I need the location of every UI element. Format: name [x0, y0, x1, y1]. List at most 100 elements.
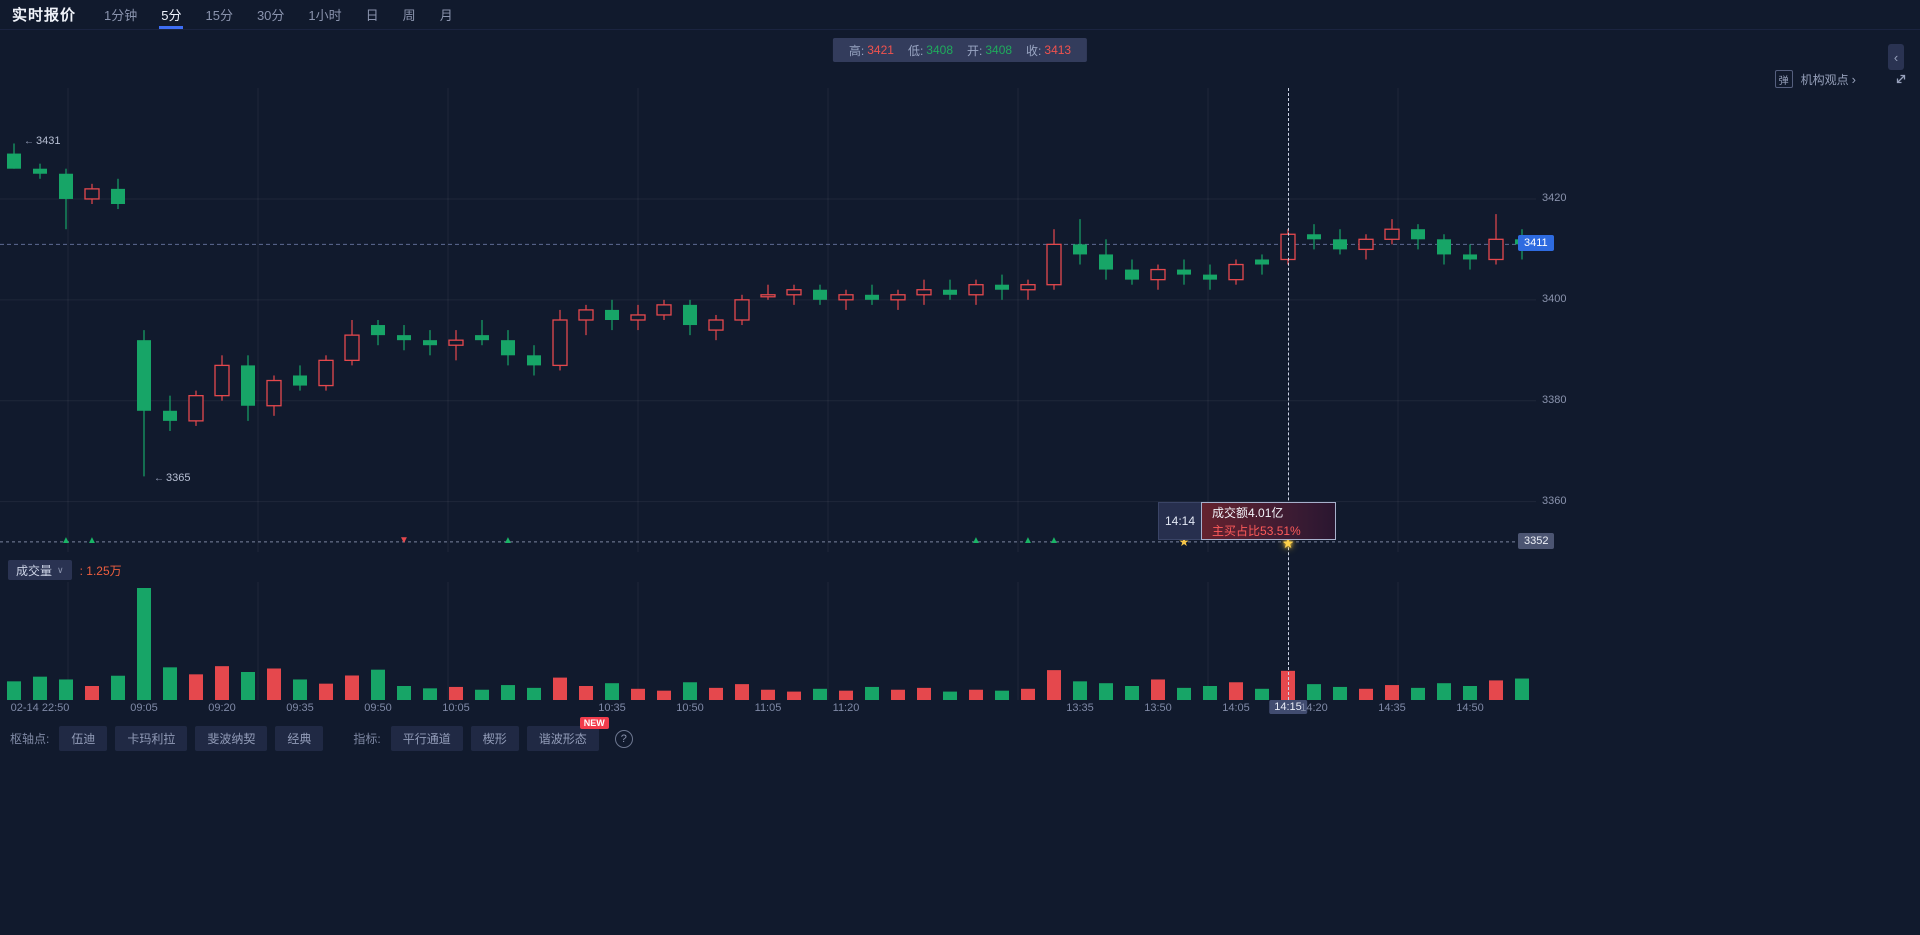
time-label: 13:50 — [1144, 702, 1172, 714]
candle-body — [813, 289, 827, 300]
tab-1分钟[interactable]: 1分钟 — [104, 8, 138, 23]
candle-body — [943, 289, 957, 295]
candle-body — [578, 309, 594, 321]
new-badge: NEW — [579, 717, 609, 729]
candle-body — [188, 395, 204, 422]
page-title: 实时报价 — [12, 7, 77, 24]
tab-月[interactable]: 月 — [439, 8, 453, 23]
volume-bar — [7, 681, 21, 700]
help-icon[interactable]: ? — [614, 729, 633, 748]
time-label: 02-14 22:50 — [10, 702, 70, 714]
tab-15分[interactable]: 15分 — [205, 8, 233, 23]
volume-bar — [891, 689, 905, 700]
session-high-annotation: ← 3431 — [24, 135, 60, 147]
candle-body — [605, 309, 619, 320]
green-signal-marker-icon[interactable]: ▲ — [87, 534, 97, 546]
time-label: 09:50 — [364, 702, 392, 714]
indicator-button-谐波形态[interactable]: 谐波形态 NEW — [526, 717, 609, 751]
green-signal-marker-icon[interactable]: ▲ — [971, 534, 981, 546]
session-low-annotation: ← 3365 — [154, 472, 190, 484]
indicator-button-平行通道[interactable]: 平行通道 — [390, 726, 463, 751]
time-label: 14:15 — [1269, 700, 1307, 714]
volume-bar — [683, 682, 697, 700]
volume-bar — [527, 687, 541, 700]
volume-bar — [1489, 680, 1503, 700]
pivot-button-经典[interactable]: 经典 — [275, 726, 324, 751]
candle-body — [1125, 269, 1139, 280]
volume-bar — [449, 686, 463, 700]
green-signal-marker-icon[interactable]: ▲ — [1049, 534, 1059, 546]
pivot-label: 枢轴点: — [10, 732, 50, 746]
red-signal-marker-icon[interactable]: ▼ — [399, 534, 409, 546]
fullscreen-expand-icon[interactable] — [1894, 72, 1908, 86]
candle-body — [423, 340, 437, 346]
panel-collapse-button[interactable]: ‹ — [1888, 44, 1904, 70]
tab-日[interactable]: 日 — [365, 8, 379, 23]
volume-bar — [1385, 685, 1399, 700]
volume-bar — [1203, 686, 1217, 700]
chevron-down-icon: ∨ — [57, 564, 64, 575]
volume-bar — [839, 690, 853, 700]
candle-body — [111, 188, 125, 204]
pivot-button-伍迪[interactable]: 伍迪 — [59, 726, 108, 751]
institution-view-link[interactable]: 机构观点 › — [1801, 71, 1856, 88]
green-signal-marker-icon[interactable]: ▲ — [503, 534, 513, 546]
volume-value: : 1.25万 — [79, 563, 122, 578]
time-label: 14:35 — [1378, 702, 1406, 714]
candle-body — [293, 375, 307, 386]
session-high-value: 3431 — [36, 135, 61, 148]
volume-bar — [1229, 682, 1243, 700]
volume-chart[interactable] — [0, 582, 1590, 700]
ohlc-items: 高: 3421 低: 3408 开: 3408 收: 3413 — [849, 42, 1071, 59]
chevron-right-icon: › — [1851, 71, 1856, 87]
crosshair-tooltip: 14:14 成交额4.01亿 主买占比53.51% — [1158, 502, 1337, 540]
chevron-left-icon: ‹ — [1893, 49, 1899, 65]
tab-30分[interactable]: 30分 — [256, 8, 285, 23]
candle-body — [968, 284, 984, 296]
candle-body — [241, 365, 255, 406]
price-axis-label: 3360 — [1542, 494, 1567, 507]
volume-bar — [1099, 683, 1113, 700]
time-label: 14:05 — [1222, 702, 1250, 714]
candle-body — [318, 359, 334, 387]
candle-body — [475, 335, 489, 341]
candle-body — [448, 339, 464, 346]
tooltip-buy-ratio: 主买占比53.51% — [1212, 523, 1301, 538]
candle-body — [630, 314, 646, 321]
ohlc-readout-bar: 高: 3421 低: 3408 开: 3408 收: 3413 — [832, 38, 1088, 62]
indicator-button-楔形[interactable]: 楔形 — [470, 726, 519, 751]
tab-周[interactable]: 周 — [402, 8, 416, 23]
candle-body — [890, 294, 906, 301]
drawing-toolbar: 枢轴点: 伍迪 卡玛利拉 斐波纳契 经典 指标: 平行通道 楔形 谐波形态 NEW ? — [10, 717, 633, 751]
candle-body — [344, 334, 360, 361]
time-label: 13:35 — [1066, 702, 1094, 714]
candle-body — [708, 319, 724, 331]
volume-bar — [33, 676, 47, 700]
institution-view-label: 机构观点 — [1800, 72, 1849, 87]
candlestick-chart[interactable] — [0, 88, 1590, 552]
time-label: 11:20 — [832, 702, 860, 714]
candle-body — [1463, 254, 1477, 260]
volume-bar — [1463, 686, 1477, 700]
pivot-button-卡玛利拉[interactable]: 卡玛利拉 — [115, 726, 188, 751]
tab-1小时[interactable]: 1小时 — [308, 8, 342, 23]
candle-body — [1046, 243, 1062, 286]
tab-5分[interactable]: 5分 — [159, 0, 184, 29]
time-label: 09:35 — [286, 702, 314, 714]
volume-bar — [501, 685, 515, 700]
pivot-button-斐波纳契[interactable]: 斐波纳契 — [195, 726, 268, 751]
green-signal-marker-icon[interactable]: ▲ — [1023, 534, 1033, 546]
volume-bar — [995, 690, 1009, 700]
time-label: 10:50 — [676, 702, 704, 714]
ohlc-label: 高: — [848, 43, 865, 58]
candle-body — [1488, 238, 1504, 261]
volume-bar — [865, 686, 879, 700]
volume-indicator-dropdown[interactable]: 成交量 ∨ — [8, 560, 72, 580]
star-marker-icon[interactable]: ★ — [1178, 534, 1190, 549]
green-signal-marker-icon[interactable]: ▲ — [61, 534, 71, 546]
candle-body — [656, 304, 672, 316]
pivot-buttons: 伍迪 卡玛利拉 斐波纳契 经典 — [59, 726, 324, 751]
popup-mode-badge[interactable]: 弹 — [1774, 70, 1793, 88]
volume-bar — [345, 675, 359, 700]
tooltip-turnover: 成交额4.01亿 — [1212, 505, 1284, 520]
